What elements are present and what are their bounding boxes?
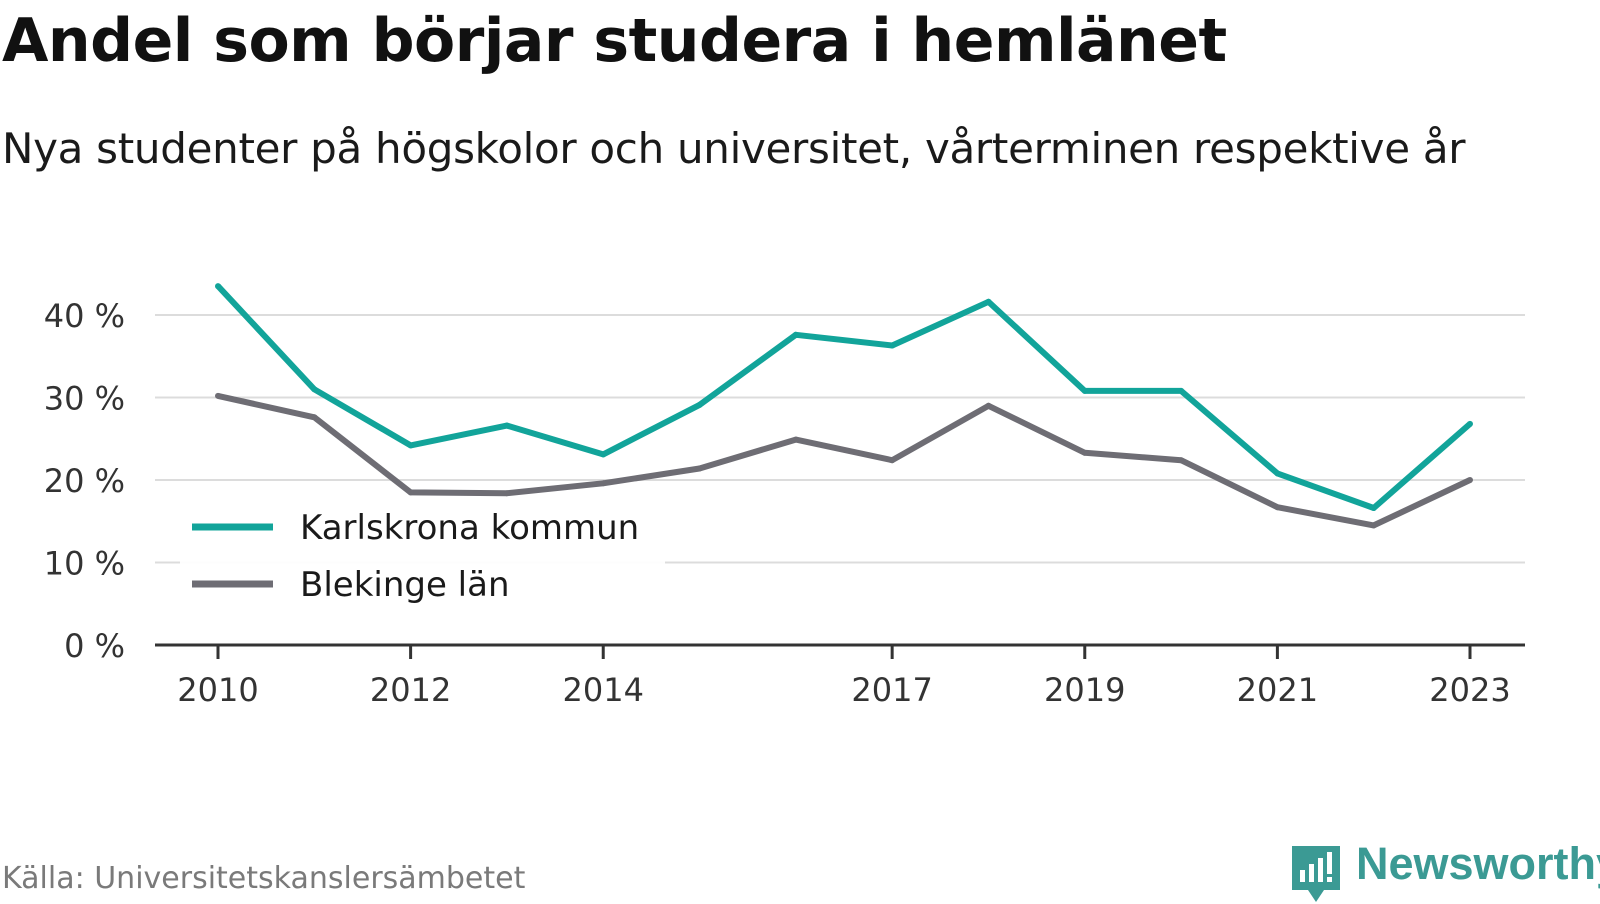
- data-point-karlskrona-kommun-2021: [1274, 470, 1281, 477]
- series-line-blekinge-län: [217, 392, 1472, 529]
- data-point-karlskrona-kommun-2012: [407, 442, 414, 449]
- legend-label: Karlskrona kommun: [300, 508, 639, 548]
- data-point-blekinge-län-2019: [1081, 449, 1088, 456]
- x-tick-label: 2019: [1044, 671, 1125, 709]
- data-point-karlskrona-kommun-2013: [503, 422, 510, 429]
- data-point-blekinge-län-2022: [1370, 522, 1377, 529]
- data-point-karlskrona-kommun-2016: [792, 331, 799, 338]
- series-lines: [215, 283, 1473, 529]
- y-tick-label: 0 %: [64, 627, 125, 665]
- data-point-blekinge-län-2014: [600, 480, 607, 487]
- x-tick-label: 2014: [563, 671, 644, 709]
- chart-subtitle: Nya studenter på högskolor och universit…: [2, 124, 1466, 173]
- legend: Karlskrona kommun Blekinge län: [180, 500, 665, 612]
- y-axis-ticks: 0 % 10 % 20 % 30 % 40 %: [44, 297, 125, 665]
- x-axis-ticks: 2010 2012 2014 2017 2019 2021 2023: [155, 643, 1525, 709]
- y-tick-label: 10 %: [44, 545, 125, 583]
- data-point-blekinge-län-2020: [1178, 457, 1185, 464]
- data-point-blekinge-län-2010: [215, 392, 221, 399]
- legend-label: Blekinge län: [300, 565, 510, 605]
- line-chart: 0 % 10 % 20 % 30 % 40 % 2010 2012 2014 2017 2019…: [44, 283, 1525, 709]
- data-point-karlskrona-kommun-2011: [311, 386, 318, 393]
- data-point-blekinge-län-2016: [792, 436, 799, 443]
- data-point-karlskrona-kommun-2010: [215, 283, 221, 290]
- data-point-karlskrona-kommun-2014: [600, 451, 607, 458]
- data-point-blekinge-län-2013: [503, 490, 510, 497]
- data-point-karlskrona-kommun-2019: [1081, 387, 1088, 394]
- brand-name: Newsworthy: [1356, 838, 1600, 889]
- y-tick-label: 30 %: [44, 380, 125, 418]
- data-point-blekinge-län-2018: [985, 402, 992, 409]
- series-line-karlskrona-kommun: [215, 284, 1472, 511]
- data-point-karlskrona-kommun-2023: [1467, 420, 1473, 427]
- x-tick-label: 2017: [851, 671, 932, 709]
- y-tick-label: 40 %: [44, 297, 125, 335]
- data-point-blekinge-län-2012: [407, 489, 414, 496]
- brand-logo: Newsworthy: [1290, 838, 1600, 902]
- x-tick-label: 2023: [1429, 671, 1510, 709]
- data-point-karlskrona-kommun-2017: [889, 342, 896, 349]
- newsworthy-logo-icon: [1292, 846, 1340, 902]
- data-point-blekinge-län-2017: [889, 457, 896, 464]
- y-tick-label: 20 %: [44, 462, 125, 500]
- x-tick-label: 2010: [177, 671, 258, 709]
- data-point-karlskrona-kommun-2018: [985, 298, 992, 305]
- x-tick-label: 2012: [370, 671, 451, 709]
- x-tick-label: 2021: [1237, 671, 1318, 709]
- legend-background: [180, 500, 665, 612]
- data-point-blekinge-län-2011: [311, 414, 318, 421]
- data-point-karlskrona-kommun-2015: [696, 401, 703, 408]
- data-point-blekinge-län-2021: [1274, 504, 1281, 511]
- source-note: Källa: Universitetskanslersämbetet: [2, 861, 526, 896]
- data-point-karlskrona-kommun-2022: [1370, 505, 1377, 512]
- data-point-blekinge-län-2023: [1467, 477, 1473, 483]
- chart-title: Andel som börjar studera i hemlänet: [2, 6, 1227, 76]
- data-point-karlskrona-kommun-2020: [1178, 387, 1185, 394]
- data-point-blekinge-län-2015: [696, 465, 703, 472]
